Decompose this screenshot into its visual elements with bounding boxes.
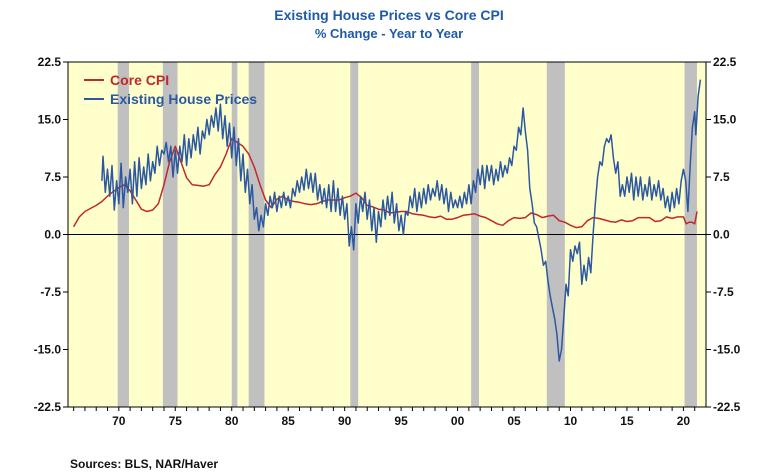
left-y-tick-label: 22.5	[38, 55, 62, 69]
left-y-tick-label: -22.5	[34, 400, 62, 414]
right-y-axis: 22.5 15.0 7.5 0.0 -7.5 -15.0 -22.5	[706, 55, 741, 414]
x-tick-label: 95	[394, 414, 408, 428]
right-y-tick-label: -7.5	[713, 285, 734, 299]
right-y-tick-label: 22.5	[713, 55, 737, 69]
x-tick-label: 00	[451, 414, 465, 428]
left-y-tick-label: 0.0	[44, 228, 61, 242]
x-tick-label: 10	[564, 414, 578, 428]
x-tick-label: 75	[169, 414, 183, 428]
chart-subtitle: % Change - Year to Year	[315, 26, 463, 41]
x-tick-label: 20	[677, 414, 691, 428]
left-y-tick-label: 7.5	[44, 170, 61, 184]
x-axis: 70 75 80 85 90 95 00 05 10 15 20	[73, 407, 696, 428]
x-tick-label: 05	[507, 414, 521, 428]
chart-title: Existing House Prices vs Core CPI	[274, 7, 504, 23]
right-y-tick-label: 15.0	[713, 113, 737, 127]
left-y-tick-label: -15.0	[34, 343, 62, 357]
series-lines	[72, 79, 702, 362]
x-tick-label: 85	[282, 414, 296, 428]
right-y-tick-label: 0.0	[713, 228, 730, 242]
x-tick-label: 70	[112, 414, 126, 428]
right-y-tick-label: -22.5	[713, 400, 741, 414]
series-line-existing-house-prices	[101, 79, 702, 362]
left-y-tick-label: -7.5	[40, 285, 61, 299]
source-note: Sources: BLS, NAR/Haver	[70, 457, 218, 471]
x-tick-label: 80	[225, 414, 239, 428]
right-y-tick-label: -15.0	[713, 343, 741, 357]
legend: Core CPI Existing House Prices	[84, 72, 257, 107]
legend-label-existing-house-prices: Existing House Prices	[110, 91, 257, 107]
x-tick-label: 90	[338, 414, 352, 428]
legend-label-core-cpi: Core CPI	[110, 72, 169, 88]
right-y-tick-label: 7.5	[713, 170, 730, 184]
x-tick-label: 15	[620, 414, 634, 428]
left-y-tick-label: 15.0	[38, 113, 62, 127]
left-y-axis: 22.5 15.0 7.5 0.0 -7.5 -15.0 -22.5	[34, 55, 68, 414]
series-line-core-cpi	[72, 137, 698, 229]
